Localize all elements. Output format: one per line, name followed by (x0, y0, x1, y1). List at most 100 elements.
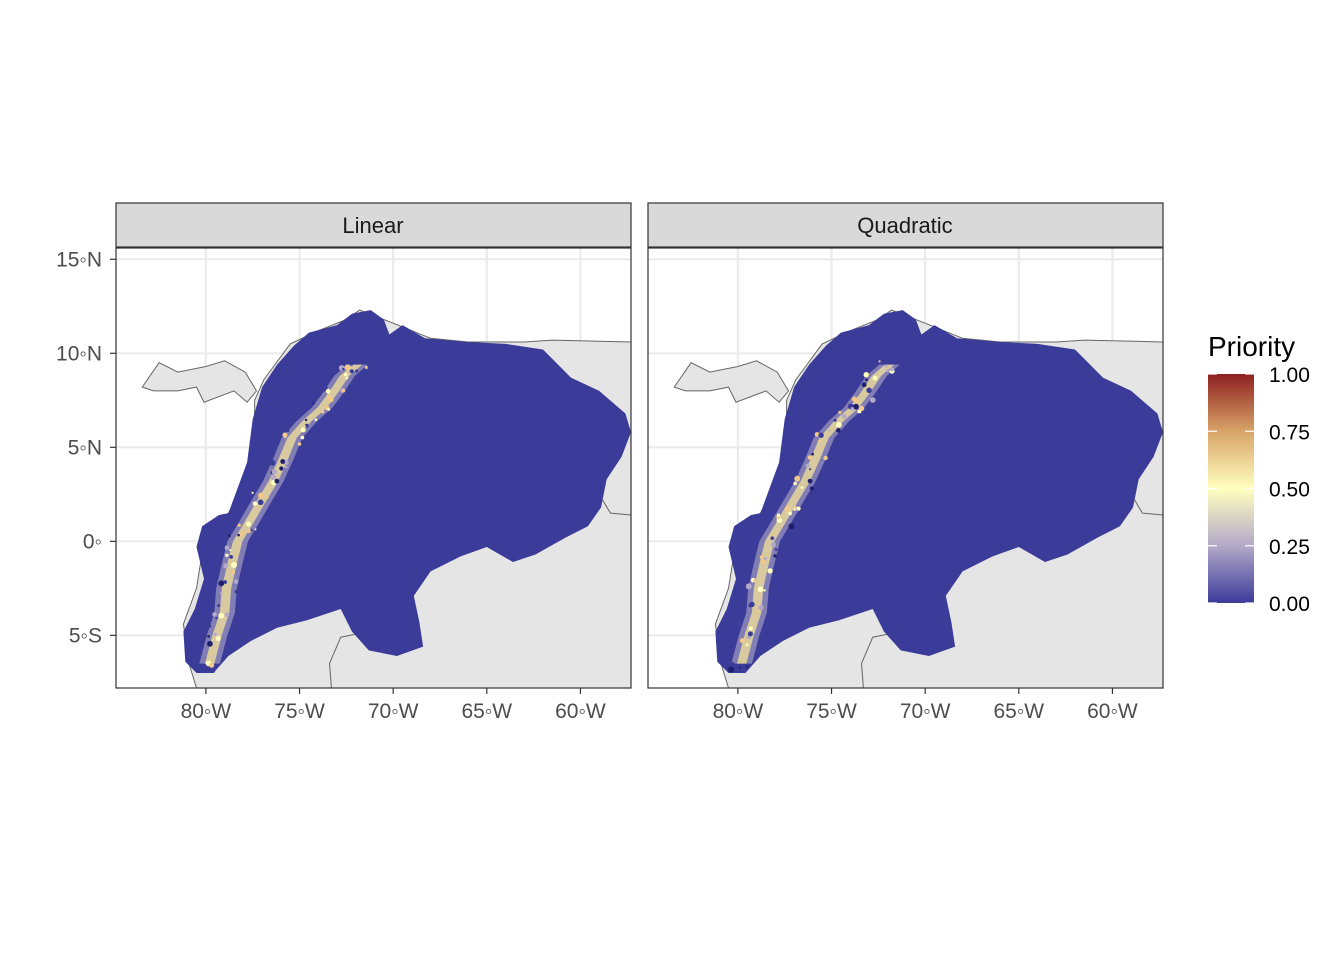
priority-cell (872, 375, 878, 381)
priority-cell (886, 369, 889, 372)
priority-cell (794, 475, 801, 482)
strip-label: Quadratic (857, 213, 952, 238)
panel-border (115, 247, 632, 689)
priority-cell (793, 481, 797, 486)
x-tick-label: 65◦W (993, 700, 1044, 723)
priority-cell (758, 609, 761, 612)
priority-cell (258, 492, 264, 499)
priority-cell (788, 523, 795, 530)
priority-cell (796, 506, 801, 511)
priority-cell (745, 583, 752, 590)
priority-cell (747, 631, 753, 637)
priority-cell (231, 571, 235, 575)
priority-cell (344, 364, 351, 371)
x-tick-label: 70◦W (368, 700, 419, 723)
priority-cell (237, 523, 241, 527)
priority-cell (211, 668, 216, 672)
priority-cell (753, 579, 756, 583)
priority-cell (257, 499, 264, 506)
priority-cell (850, 407, 855, 411)
priority-cell (800, 486, 804, 489)
central-america-land (141, 360, 258, 403)
priority-cell (770, 541, 776, 548)
priority-cell (863, 372, 869, 378)
map-layer (673, 309, 1163, 688)
priority-cell (250, 529, 253, 532)
y-tick-label: 15◦N (56, 248, 102, 271)
priority-cell (237, 533, 240, 537)
priority-cell (207, 640, 213, 647)
priority-cell (327, 396, 334, 403)
priority-cell (215, 636, 221, 641)
priority-cell (363, 361, 366, 364)
priority-cell (233, 579, 239, 584)
priority-cell (212, 612, 217, 617)
legend-title: Priority (1208, 331, 1295, 362)
priority-cell (224, 545, 230, 551)
legend-label: 0.50 (1269, 479, 1310, 502)
priority-cell (303, 425, 306, 428)
central-america-land (673, 360, 790, 403)
priority-cell (274, 478, 280, 484)
priority-cell (745, 665, 749, 668)
priority-cell (887, 360, 893, 365)
priority-cell (748, 626, 753, 631)
priority-core (205, 364, 363, 664)
legend-label: 0.75 (1269, 421, 1310, 444)
priority-cell (807, 478, 813, 484)
priority-cell (271, 469, 277, 475)
priority-cell (851, 396, 858, 402)
priority-cell (809, 486, 815, 491)
priority-cell (300, 427, 306, 433)
priority-cell (858, 405, 865, 412)
priority-cell (853, 403, 859, 410)
priority-cell (225, 553, 229, 557)
priority-cell (314, 418, 318, 422)
priority-cell (234, 589, 239, 594)
y-tick-label: 10◦N (56, 342, 102, 365)
priority-cell (207, 635, 211, 638)
x-tick-label: 75◦W (274, 700, 325, 723)
x-tick-label: 80◦W (713, 700, 764, 723)
priority-cell (866, 387, 872, 394)
x-axis-quadratic: 80◦W 75◦W 70◦W 65◦W 60◦W (713, 688, 1138, 723)
priority-cell (215, 616, 218, 620)
priority-cell (739, 638, 745, 644)
panel-border (647, 247, 1164, 689)
priority-cell (345, 376, 349, 380)
panel-linear: Linear (115, 202, 632, 689)
priority-cell (818, 439, 821, 443)
x-tick-label: 60◦W (1087, 700, 1138, 723)
priority-cell (343, 372, 348, 377)
priority-cell (728, 666, 735, 673)
priority-cell (224, 612, 230, 617)
priority-cell (284, 465, 288, 469)
priority-cell (304, 418, 308, 422)
priority-cell (208, 624, 212, 628)
priority-cell (218, 580, 225, 587)
priority-cell (809, 468, 812, 471)
x-tick-label: 80◦W (181, 700, 232, 723)
priority-cell (765, 617, 769, 622)
priority-cell (297, 442, 302, 446)
priority-cell (252, 501, 258, 506)
priority-cell (350, 362, 354, 366)
priority-cell (285, 428, 290, 433)
priority-cell (341, 389, 346, 393)
priority-cell (773, 554, 777, 558)
priority-cell (251, 491, 254, 494)
priority-cell (731, 661, 735, 665)
priority-cell (758, 604, 764, 611)
legend-label: 0.00 (1269, 593, 1310, 616)
priority-cell (327, 408, 331, 411)
priority-cell (794, 506, 797, 509)
priority-cell (219, 592, 223, 595)
priority-cell (788, 511, 792, 516)
priority-cell (760, 559, 766, 564)
priority-cell (269, 459, 276, 466)
priority-cell (229, 555, 234, 559)
priority-cell (265, 495, 269, 499)
priority-cell (282, 432, 288, 438)
priority-cell (729, 663, 732, 667)
priority-cell (774, 548, 778, 551)
